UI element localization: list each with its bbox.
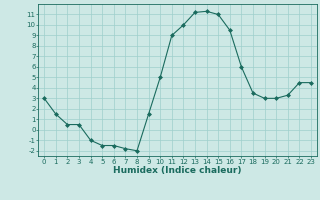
X-axis label: Humidex (Indice chaleur): Humidex (Indice chaleur) xyxy=(113,166,242,175)
